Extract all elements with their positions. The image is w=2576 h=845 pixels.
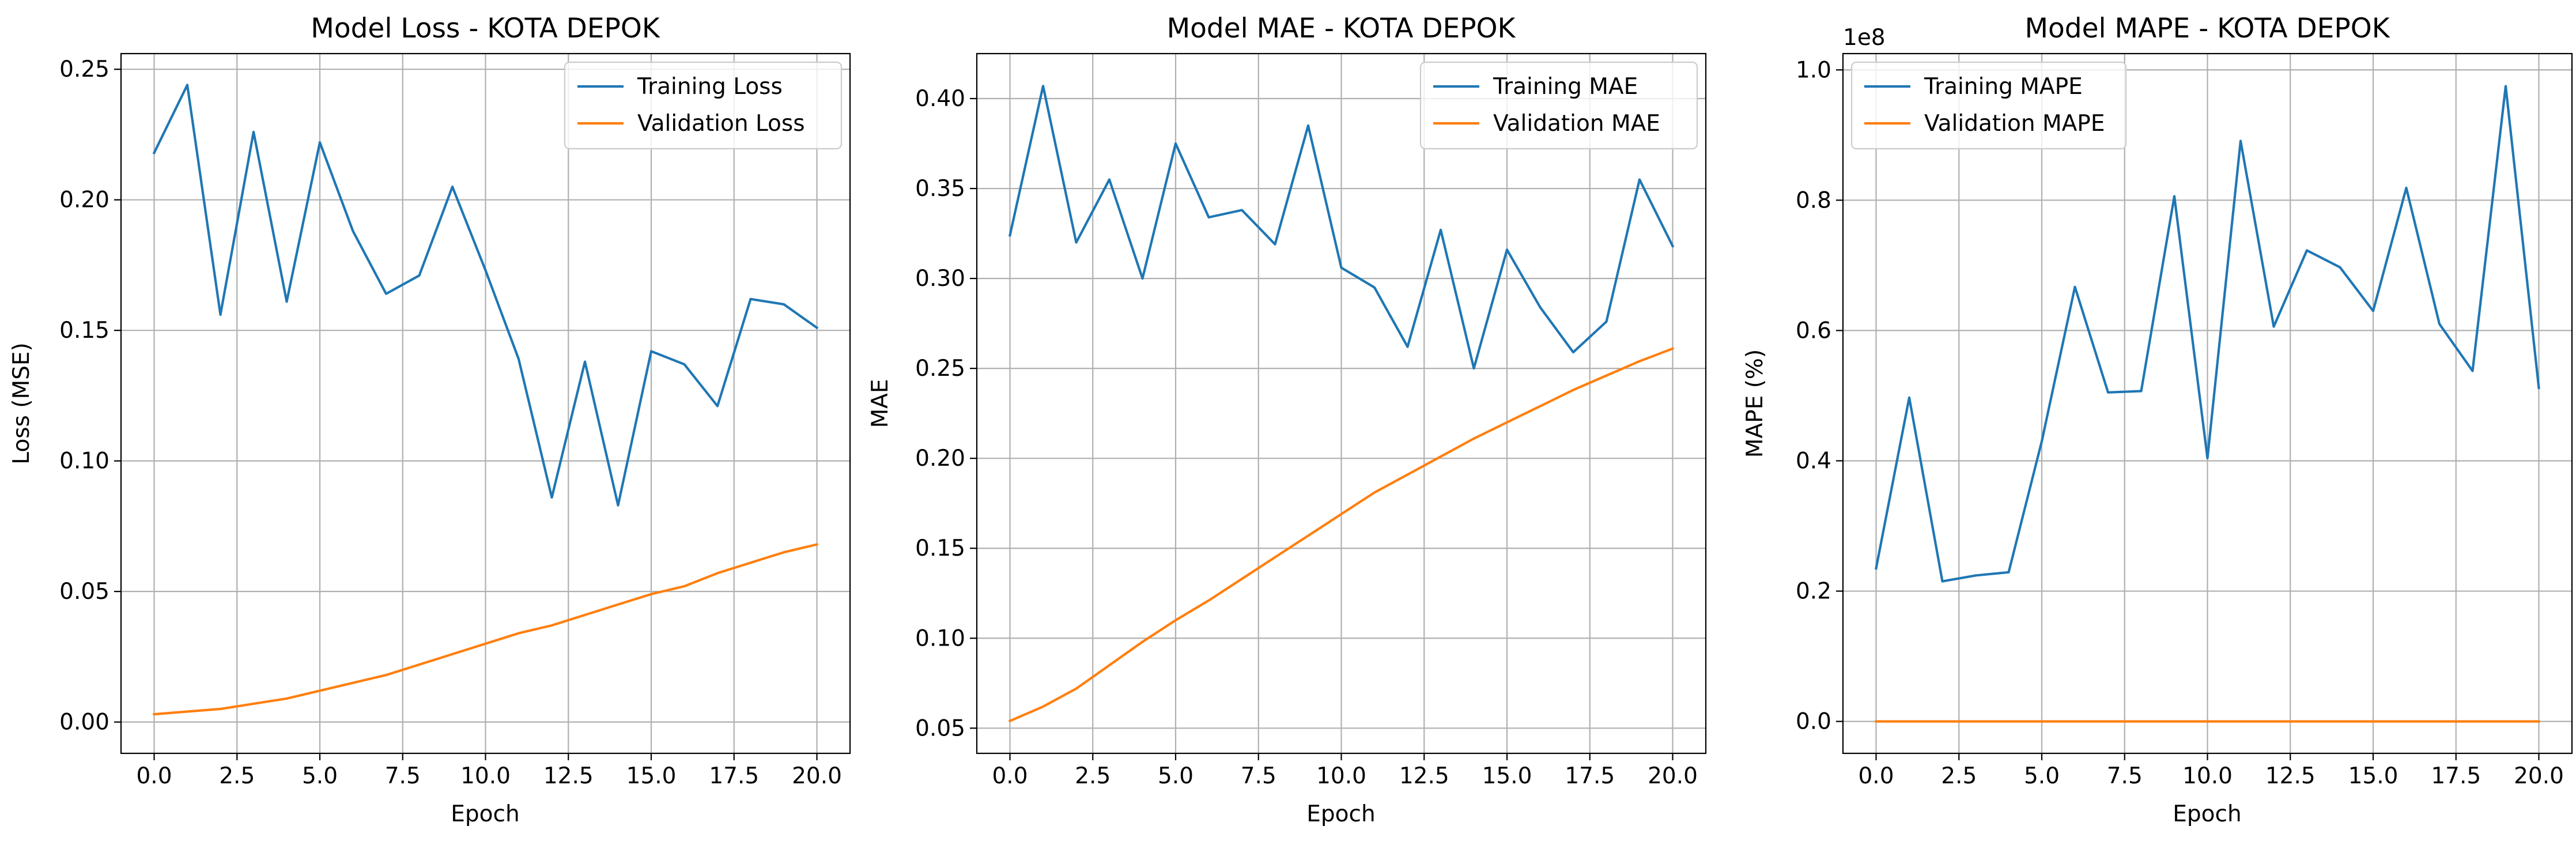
loss-chart-legend-label: Validation Loss xyxy=(637,111,805,137)
mae-chart-y-tick-label: 0.10 xyxy=(915,625,965,651)
mape-chart-legend: Training MAPE Validation MAPE xyxy=(1850,61,2127,150)
mae-chart: Model MAE - KOTA DEPOK Epoch MAE 0.0 2.5 5… xyxy=(867,13,1707,827)
mape-chart-xlabel: Epoch xyxy=(2173,801,2241,827)
loss-chart-legend: Training Loss Validation Loss xyxy=(564,61,843,150)
mape-chart-x-tick-label: 0.0 xyxy=(1858,763,1894,789)
mape-chart-x-tick-label: 15.0 xyxy=(2348,763,2399,789)
loss-chart-title: Model Loss - KOTA DEPOK xyxy=(311,13,660,44)
mape-chart-y-tick-label: 0.0 xyxy=(1796,709,1831,735)
mae-chart-y-tick-label: 0.30 xyxy=(915,266,965,292)
loss-chart-series-training-line xyxy=(152,84,819,507)
mape-chart-y-tick-label: 1.0 xyxy=(1796,57,1831,83)
mae-chart-x-tick-label: 5.0 xyxy=(1158,763,1193,789)
mae-chart-x-tick-label: 10.0 xyxy=(1316,763,1366,789)
mape-chart-x-tick-label: 17.5 xyxy=(2431,763,2481,789)
mae-chart-ylabel: MAE xyxy=(867,379,893,428)
mae-chart-series-training-line xyxy=(1008,85,1675,370)
mae-chart-x-tick-label: 7.5 xyxy=(1241,763,1276,789)
loss-chart-y-tick-label: 0.10 xyxy=(59,448,109,474)
mape-chart: Model MAPE - KOTA DEPOK Epoch MAPE (%) 1… xyxy=(1742,13,2573,827)
mae-chart-legend-box xyxy=(1419,61,1698,150)
mape-chart-legend-label: Validation MAPE xyxy=(1924,111,2105,137)
mape-chart-title: Model MAPE - KOTA DEPOK xyxy=(2024,13,2390,44)
mape-chart-x-tick-label: 10.0 xyxy=(2182,763,2233,789)
loss-chart-legend-label: Training Loss xyxy=(637,74,783,100)
loss-chart-x-tick-label: 12.5 xyxy=(543,763,594,789)
mae-chart-legend: Training MAE Validation MAE xyxy=(1419,61,1698,150)
mape-chart-legend-label: Training MAPE xyxy=(1924,74,2083,100)
loss-chart-y-tick-label: 0.15 xyxy=(59,318,109,344)
loss-chart-x-tick-label: 7.5 xyxy=(385,763,421,789)
loss-chart-y-tick-label: 0.05 xyxy=(59,579,109,605)
mae-chart-title: Model MAE - KOTA DEPOK xyxy=(1167,13,1516,44)
loss-chart-x-tick-label: 2.5 xyxy=(219,763,255,789)
mape-chart-y-tick-label: 0.8 xyxy=(1796,187,1831,213)
mae-chart-legend-label: Validation MAE xyxy=(1493,111,1660,137)
loss-chart-x-tick-label: 0.0 xyxy=(136,763,172,789)
mae-chart-y-tick-label: 0.25 xyxy=(915,356,965,382)
loss-chart-x-tick-label: 17.5 xyxy=(709,763,759,789)
mape-chart-y-tick-label: 0.6 xyxy=(1796,318,1831,344)
loss-chart-x-tick-label: 10.0 xyxy=(460,763,511,789)
mae-chart-y-tick-label: 0.20 xyxy=(915,446,965,471)
loss-chart-y-tick-label: 0.25 xyxy=(59,56,109,82)
mape-chart-y-tick-label: 0.2 xyxy=(1796,579,1831,605)
mape-chart-x-tick-label: 5.0 xyxy=(2024,763,2060,789)
loss-chart-y-tick-label: 0.00 xyxy=(59,710,109,735)
mae-chart-y-tick-label: 0.05 xyxy=(915,715,965,741)
mae-chart-y-tick-label: 0.15 xyxy=(915,535,965,561)
mae-chart-x-tick-label: 15.0 xyxy=(1482,763,1532,789)
mape-chart-y-tick-label: 0.4 xyxy=(1796,448,1831,474)
mae-chart-x-tick-label: 2.5 xyxy=(1075,763,1111,789)
mape-chart-x-tick-label: 12.5 xyxy=(2265,763,2316,789)
mape-chart-ylabel: MAPE (%) xyxy=(1742,349,1768,458)
mape-chart-x-tick-label: 20.0 xyxy=(2514,763,2564,789)
mae-chart-y-tick-label: 0.35 xyxy=(915,176,965,202)
mape-chart-series-training-line xyxy=(1875,85,2540,583)
mae-chart-x-tick-label: 0.0 xyxy=(992,763,1028,789)
mae-chart-x-tick-label: 12.5 xyxy=(1399,763,1449,789)
loss-chart-x-tick-label: 15.0 xyxy=(626,763,677,789)
loss-chart-x-tick-label: 5.0 xyxy=(302,763,338,789)
mae-chart-xlabel: Epoch xyxy=(1306,801,1375,827)
mae-chart-legend-label: Training MAE xyxy=(1493,74,1638,100)
mape-chart-scale-label: 1e8 xyxy=(1843,25,1886,51)
mae-chart-series-validation-line xyxy=(1008,347,1675,723)
mae-chart-y-tick-label: 0.40 xyxy=(915,86,965,112)
loss-chart-y-tick-label: 0.20 xyxy=(59,187,109,213)
loss-chart: Model Loss - KOTA DEPOK Epoch Loss (MSE)… xyxy=(9,13,851,827)
mae-chart-x-tick-label: 20.0 xyxy=(1648,763,1698,789)
loss-chart-x-tick-label: 20.0 xyxy=(792,763,842,789)
mae-chart-x-tick-label: 17.5 xyxy=(1565,763,1615,789)
loss-chart-series-validation-line xyxy=(153,543,819,716)
loss-chart-xlabel: Epoch xyxy=(451,801,519,827)
loss-chart-legend-box xyxy=(564,61,843,150)
mape-chart-legend-box xyxy=(1850,61,2127,150)
loss-chart-ylabel: Loss (MSE) xyxy=(9,342,35,464)
mape-chart-x-tick-label: 7.5 xyxy=(2107,763,2143,789)
mape-chart-x-tick-label: 2.5 xyxy=(1941,763,1977,789)
